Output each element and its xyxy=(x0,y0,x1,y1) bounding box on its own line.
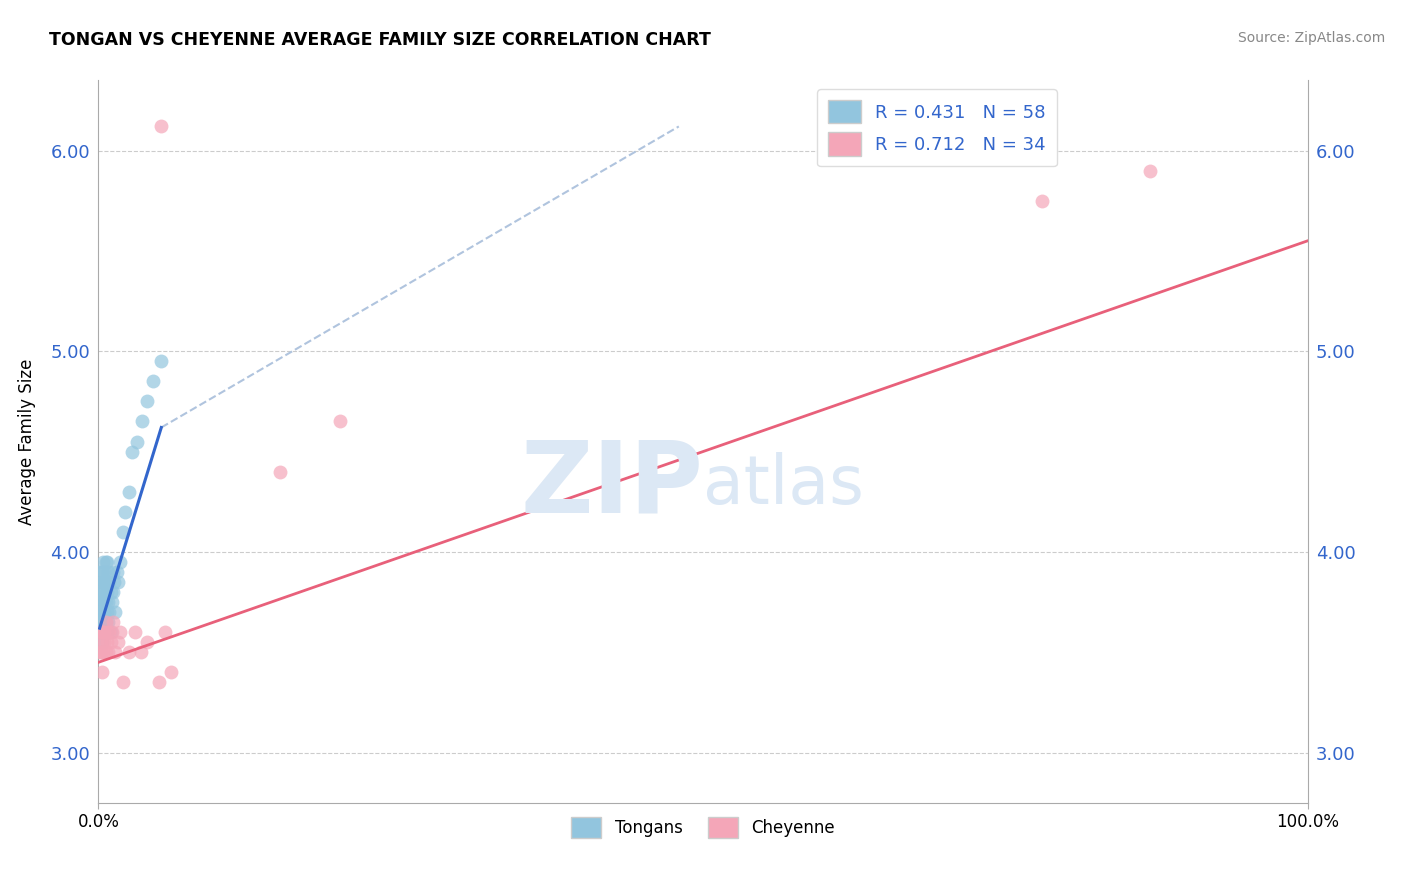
Point xyxy=(107,574,129,589)
Point xyxy=(90,605,112,619)
Point xyxy=(91,625,114,640)
Point xyxy=(1031,194,1053,208)
Point xyxy=(96,585,118,599)
Point xyxy=(329,414,352,428)
Point xyxy=(93,565,115,579)
Point xyxy=(91,645,114,659)
Point xyxy=(90,645,112,659)
Point xyxy=(91,615,114,629)
Point xyxy=(114,505,136,519)
Point xyxy=(108,625,131,640)
Point xyxy=(127,434,149,449)
Point xyxy=(101,615,124,629)
Point xyxy=(89,625,111,640)
Point xyxy=(103,574,125,589)
Point xyxy=(96,635,118,649)
Legend: Tongans, Cheyenne: Tongans, Cheyenne xyxy=(565,810,841,845)
Point xyxy=(94,555,117,569)
Point xyxy=(111,675,134,690)
Point xyxy=(91,605,114,619)
Point xyxy=(118,645,141,659)
Point xyxy=(121,444,143,458)
Point xyxy=(94,595,117,609)
Point xyxy=(97,645,120,659)
Point xyxy=(93,605,115,619)
Point xyxy=(91,574,114,589)
Point xyxy=(100,635,122,649)
Point xyxy=(129,645,152,659)
Point xyxy=(89,565,111,579)
Point xyxy=(93,635,115,649)
Point xyxy=(90,615,112,629)
Point xyxy=(91,574,114,589)
Point xyxy=(111,524,134,539)
Point xyxy=(96,625,118,640)
Point xyxy=(97,565,120,579)
Point xyxy=(98,605,121,619)
Point xyxy=(124,625,146,640)
Point xyxy=(105,565,128,579)
Point xyxy=(269,465,291,479)
Point xyxy=(91,565,114,579)
Point xyxy=(91,605,114,619)
Point xyxy=(100,625,122,640)
Point xyxy=(160,665,183,680)
Point xyxy=(142,375,165,389)
Point xyxy=(93,595,115,609)
Point xyxy=(131,414,153,428)
Text: ZIP: ZIP xyxy=(520,436,703,533)
Point xyxy=(97,615,120,629)
Point xyxy=(148,675,170,690)
Point xyxy=(96,555,118,569)
Point xyxy=(100,595,122,609)
Point xyxy=(94,615,117,629)
Point xyxy=(91,635,114,649)
Point xyxy=(93,625,115,640)
Point xyxy=(89,645,111,659)
Point xyxy=(91,625,114,640)
Point xyxy=(93,574,115,589)
Point xyxy=(118,484,141,499)
Point xyxy=(150,354,173,368)
Point xyxy=(91,625,114,640)
Point xyxy=(135,635,157,649)
Point xyxy=(100,625,122,640)
Text: atlas: atlas xyxy=(703,452,863,518)
Point xyxy=(98,574,121,589)
Point xyxy=(107,635,129,649)
Point xyxy=(94,574,117,589)
Point xyxy=(94,645,117,659)
Point xyxy=(91,665,114,680)
Point xyxy=(101,565,124,579)
Point xyxy=(150,120,173,134)
Point xyxy=(96,625,118,640)
Text: TONGAN VS CHEYENNE AVERAGE FAMILY SIZE CORRELATION CHART: TONGAN VS CHEYENNE AVERAGE FAMILY SIZE C… xyxy=(49,31,711,49)
Point xyxy=(93,625,115,640)
Point xyxy=(98,625,121,640)
Y-axis label: Average Family Size: Average Family Size xyxy=(18,359,37,524)
Point xyxy=(89,625,111,640)
Point xyxy=(91,615,114,629)
Point xyxy=(91,595,114,609)
Point xyxy=(1139,163,1161,178)
Point xyxy=(94,615,117,629)
Point xyxy=(104,605,127,619)
Point xyxy=(90,585,112,599)
Point xyxy=(101,585,124,599)
Point xyxy=(97,595,120,609)
Point xyxy=(89,605,111,619)
Point xyxy=(90,625,112,640)
Point xyxy=(90,595,112,609)
Point xyxy=(135,394,157,409)
Point xyxy=(108,555,131,569)
Point xyxy=(89,585,111,599)
Point xyxy=(104,645,127,659)
Point xyxy=(96,605,118,619)
Text: Source: ZipAtlas.com: Source: ZipAtlas.com xyxy=(1237,31,1385,45)
Point xyxy=(91,585,114,599)
Point xyxy=(91,555,114,569)
Point xyxy=(153,625,176,640)
Point xyxy=(90,635,112,649)
Point xyxy=(100,585,122,599)
